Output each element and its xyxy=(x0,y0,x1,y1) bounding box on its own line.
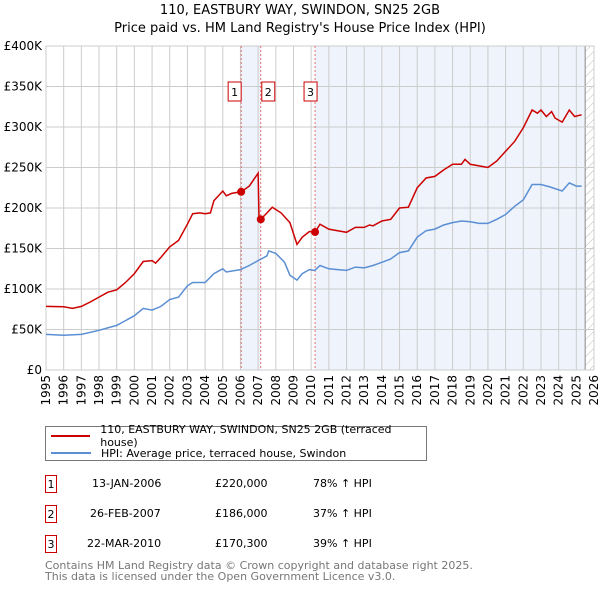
sale-date: 26-FEB-2007 xyxy=(90,507,161,520)
sale-label-box xyxy=(303,81,318,102)
x-tick-label: 2010 xyxy=(304,375,318,406)
sale-hpi-change: 39% ↑ HPI xyxy=(313,537,372,550)
legend-item-hpi: HPI: Average price, terraced house, Swin… xyxy=(51,445,346,461)
series-line-hpi xyxy=(45,181,582,336)
legend-swatch-hpi xyxy=(51,452,91,454)
sale-marker-box: 2 xyxy=(45,505,57,523)
x-tick-label: 2026 xyxy=(587,375,600,406)
y-tick-label: £50K xyxy=(11,323,43,337)
x-tick-label: 2008 xyxy=(269,375,283,406)
x-tick-label: 2005 xyxy=(216,375,230,406)
sale-price: £220,000 xyxy=(215,477,268,490)
chart-title: 110, EASTBURY WAY, SWINDON, SN25 2GB xyxy=(159,3,441,18)
sale-marker-box: 1 xyxy=(45,475,57,493)
legend-label-price: 110, EASTBURY WAY, SWINDON, SN25 2GB (te… xyxy=(100,423,392,449)
plot-border xyxy=(45,45,595,371)
y-tick-label: £300K xyxy=(4,120,44,134)
y-tick-label: £400K xyxy=(4,39,44,53)
sale-label: 3 xyxy=(307,86,314,99)
x-tick-label: 2021 xyxy=(499,375,513,406)
legend-swatch-price xyxy=(51,435,91,437)
x-tick-label: 2017 xyxy=(428,375,442,406)
sale-marker-box: 3 xyxy=(45,535,57,553)
x-tick-label: 2000 xyxy=(127,375,141,406)
y-tick-label: £350K xyxy=(4,80,44,94)
footer-copyright: Contains HM Land Registry data © Crown c… xyxy=(45,559,473,572)
x-tick-label: 2001 xyxy=(145,375,159,406)
x-tick-label: 1996 xyxy=(57,375,71,406)
x-tick-label: 2024 xyxy=(552,375,566,406)
x-tick-label: 2007 xyxy=(251,375,265,406)
x-tick-label: 2004 xyxy=(198,375,212,406)
y-tick-label: £150K xyxy=(4,242,44,256)
sale-price: £186,000 xyxy=(215,507,268,520)
x-tick-label: 1997 xyxy=(74,375,88,406)
x-tick-label: 1998 xyxy=(92,375,106,406)
x-tick-label: 1995 xyxy=(39,375,53,406)
sale-point xyxy=(256,215,265,224)
legend-item-price: 110, EASTBURY WAY, SWINDON, SN25 2GB (te… xyxy=(51,423,426,449)
sale-hpi-change: 78% ↑ HPI xyxy=(313,477,372,490)
sale-point xyxy=(237,187,246,196)
chart-subtitle: Price paid vs. HM Land Registry's House … xyxy=(114,21,486,36)
sale-price: £170,300 xyxy=(215,537,268,550)
sale-date: 13-JAN-2006 xyxy=(92,477,162,490)
x-tick-label: 2009 xyxy=(286,375,300,406)
x-tick-label: 2013 xyxy=(357,375,371,406)
sale-label-box xyxy=(261,81,276,102)
footer: Contains HM Land Registry data © Crown c… xyxy=(45,560,473,582)
x-tick-label: 2012 xyxy=(340,375,354,406)
x-tick-label: 2019 xyxy=(463,375,477,406)
x-tick-label: 2025 xyxy=(569,375,583,406)
y-tick-label: £250K xyxy=(4,161,44,175)
x-tick-label: 2016 xyxy=(410,375,424,406)
x-tick-label: 2002 xyxy=(163,375,177,406)
legend: 110, EASTBURY WAY, SWINDON, SN25 2GB (te… xyxy=(45,423,427,461)
x-tick-label: 2015 xyxy=(393,375,407,406)
x-tick-label: 2022 xyxy=(516,375,530,406)
sale-point xyxy=(311,228,320,237)
sale-label-box xyxy=(227,81,242,102)
legend-label-hpi: HPI: Average price, terraced house, Swin… xyxy=(101,446,347,460)
y-tick-label: £0 xyxy=(27,363,42,377)
sale-label: 2 xyxy=(265,86,272,99)
x-tick-label: 2011 xyxy=(322,375,336,406)
plot-area: £0 £50K £100K £150K £200K £250K £300K £350K £400… xyxy=(4,39,600,406)
x-tick-label: 2020 xyxy=(481,375,495,406)
x-tick-label: 1999 xyxy=(110,375,124,406)
y-tick-label: £100K xyxy=(4,282,44,296)
x-tick-label: 2018 xyxy=(446,375,460,406)
sale-label: 1 xyxy=(231,86,238,99)
footer-licence: This data is licensed under the Open Gov… xyxy=(45,570,396,583)
x-tick-label: 2003 xyxy=(180,375,194,406)
x-tick-label: 2014 xyxy=(375,375,389,406)
sale-date: 22-MAR-2010 xyxy=(87,537,162,550)
y-tick-label: £200K xyxy=(4,201,44,215)
sale-hpi-change: 37% ↑ HPI xyxy=(313,507,372,520)
x-tick-label: 2023 xyxy=(534,375,548,406)
x-tick-label: 2006 xyxy=(233,375,247,406)
